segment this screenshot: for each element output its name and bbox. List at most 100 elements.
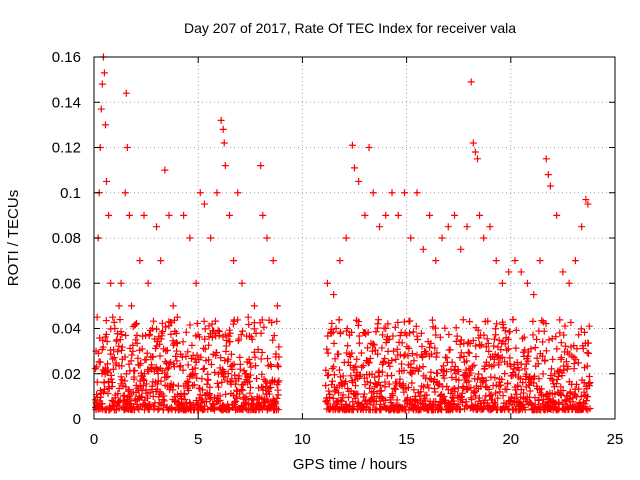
- data-point: [492, 257, 500, 265]
- data-point: [225, 326, 233, 334]
- data-point: [162, 373, 170, 381]
- data-point: [102, 317, 110, 325]
- data-point: [205, 341, 213, 349]
- data-point: [465, 377, 473, 385]
- data-point: [214, 326, 222, 334]
- data-point: [114, 348, 122, 356]
- data-point: [378, 344, 386, 352]
- data-point: [101, 121, 109, 129]
- data-point: [382, 324, 390, 332]
- data-point: [273, 361, 281, 369]
- data-point: [376, 223, 384, 231]
- data-point: [326, 390, 334, 398]
- data-point: [226, 338, 234, 346]
- data-point: [448, 374, 456, 382]
- data-point: [172, 339, 180, 347]
- data-point: [371, 373, 379, 381]
- data-point: [409, 328, 417, 336]
- data-point: [159, 327, 167, 335]
- data-point: [258, 348, 266, 356]
- data-point: [133, 319, 141, 327]
- data-point: [495, 361, 503, 369]
- data-point: [118, 346, 126, 354]
- data-point: [182, 352, 190, 360]
- data-point: [188, 341, 196, 349]
- data-point: [142, 380, 150, 388]
- data-point: [484, 339, 492, 347]
- data-point: [198, 395, 206, 403]
- data-point: [196, 333, 204, 341]
- data-point: [388, 189, 396, 197]
- data-point: [408, 350, 416, 358]
- y-tick-label: 0.14: [52, 94, 81, 111]
- data-point: [130, 373, 138, 381]
- data-point: [571, 391, 579, 399]
- data-point: [167, 330, 175, 338]
- data-point: [580, 328, 588, 336]
- data-point: [353, 355, 361, 363]
- data-point: [231, 371, 239, 379]
- data-point: [431, 324, 439, 332]
- data-point: [225, 211, 233, 219]
- data-point: [193, 374, 201, 382]
- data-point: [467, 78, 475, 86]
- data-point: [211, 317, 219, 325]
- data-point: [561, 322, 569, 330]
- data-point: [109, 313, 117, 321]
- data-point: [514, 397, 522, 405]
- data-point: [552, 333, 560, 341]
- data-point: [257, 329, 265, 337]
- data-point: [122, 89, 130, 97]
- data-point: [494, 394, 502, 402]
- data-point: [109, 365, 117, 373]
- data-point: [236, 353, 244, 361]
- data-point: [454, 400, 462, 408]
- data-point: [493, 320, 501, 328]
- data-point: [110, 318, 118, 326]
- data-point: [427, 350, 435, 358]
- data-point: [336, 257, 344, 265]
- data-point: [124, 393, 132, 401]
- data-point: [138, 345, 146, 353]
- data-point: [129, 347, 137, 355]
- data-point: [468, 363, 476, 371]
- data-point: [133, 339, 141, 347]
- data-point: [394, 211, 402, 219]
- data-point: [211, 403, 219, 411]
- data-point: [338, 397, 346, 405]
- data-point: [505, 268, 513, 276]
- data-point: [177, 395, 185, 403]
- data-point: [473, 155, 481, 163]
- data-point: [354, 321, 362, 329]
- data-point: [540, 327, 548, 335]
- data-point: [577, 325, 585, 333]
- data-point: [214, 370, 222, 378]
- data-point: [575, 331, 583, 339]
- data-point: [556, 329, 564, 337]
- data-point: [573, 345, 581, 353]
- grid-lines: [94, 57, 615, 419]
- data-point: [172, 352, 180, 360]
- data-point: [216, 392, 224, 400]
- data-point: [463, 223, 471, 231]
- data-point: [414, 367, 422, 375]
- data-point: [547, 365, 555, 373]
- data-point: [176, 363, 184, 371]
- data-point: [222, 390, 230, 398]
- data-point: [555, 372, 563, 380]
- data-point: [508, 372, 516, 380]
- data-point: [138, 393, 146, 401]
- data-point: [509, 316, 517, 324]
- data-point: [180, 211, 188, 219]
- data-point: [153, 325, 161, 333]
- data-point: [230, 360, 238, 368]
- data-point: [545, 336, 553, 344]
- data-point: [432, 353, 440, 361]
- data-point: [432, 331, 440, 339]
- data-point: [331, 355, 339, 363]
- data-point: [254, 345, 262, 353]
- data-point: [372, 328, 380, 336]
- data-point: [517, 386, 525, 394]
- data-point: [396, 375, 404, 383]
- data-point: [470, 388, 478, 396]
